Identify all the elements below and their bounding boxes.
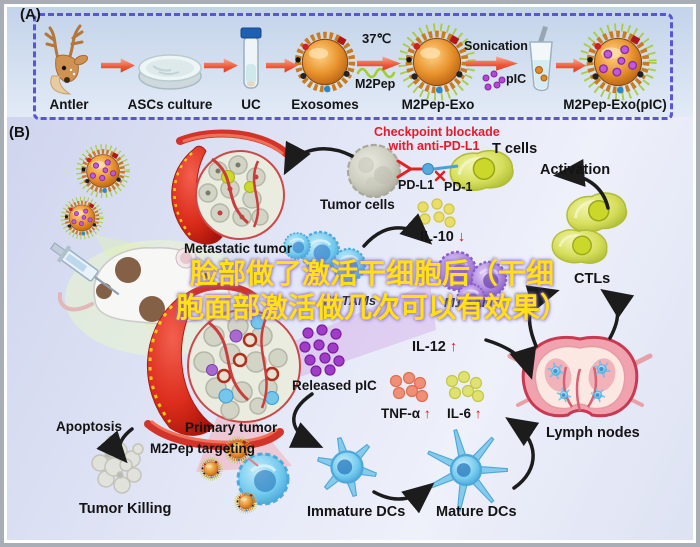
step-label-exosomes: Exosomes [291, 97, 359, 112]
tnf-direction-arrow: ↑ [423, 406, 431, 421]
label-pd-1: PD-1 [444, 180, 473, 194]
watermark-line2: 胞面部激活做几次可以有效果） [176, 291, 569, 324]
watermark-line1: 脸部做了激活干细胞后（干细 [189, 257, 554, 290]
step-label-antler: Antler [49, 97, 89, 112]
il12-name: IL-12 [412, 339, 446, 355]
step-label-m2pep-exo: M2Pep-Exo [401, 97, 475, 112]
label-ctls: CTLs [574, 271, 611, 287]
temp-annotation: 37℃ [362, 31, 392, 46]
panel-b-background [7, 117, 693, 540]
panel-b-tag: (B) [9, 124, 30, 141]
step-label-ascs-culture: ASCs culture [127, 97, 213, 112]
checkpoint-note-line2: with anti-PD-L1 [388, 139, 480, 153]
m2pep-annotation: M2Pep [355, 77, 396, 91]
label-pd-l1: PD-L1 [398, 178, 435, 192]
label-tumor-killing: Tumor Killing [79, 501, 172, 517]
step-label-m2pep-exo-pic: M2Pep-Exo(pIC) [563, 97, 667, 112]
label-primary-tumor: Primary tumor [185, 420, 278, 435]
il6-name: IL-6 [447, 406, 472, 421]
label-released-pic: Released pIC [292, 378, 377, 393]
checkpoint-note-line1: Checkpoint blockade [374, 125, 500, 139]
il10-direction-arrow: ↓ [457, 229, 466, 245]
sonication-annotation: Sonication [464, 39, 528, 53]
panel-a-tag: (A) [20, 6, 41, 23]
il6-direction-arrow: ↑ [474, 406, 482, 421]
label-lymph-nodes: Lymph nodes [546, 425, 640, 441]
step-label-uc: UC [241, 97, 261, 112]
tnf-name: TNF-α [381, 406, 421, 421]
label-apoptosis: Apoptosis [56, 419, 122, 434]
il10-name: IL-10 [420, 229, 454, 245]
label-tumor-cells: Tumor cells [320, 197, 395, 212]
panel-a-dashed-border [33, 13, 673, 120]
label-tnf-alpha: TNF-α ↑ [381, 406, 431, 421]
pic-annotation: pIC [506, 72, 527, 86]
label-t-cells: T cells [492, 141, 538, 157]
label-m2pep-targeting: M2Pep targeting [150, 441, 256, 456]
label-mature-dcs: Mature DCs [436, 504, 517, 520]
watermark: 脸部做了激活干细胞后（干细 胞面部激活做几次可以有效果） [176, 257, 568, 325]
label-il10: IL-10 ↓ [420, 229, 465, 245]
label-m2-tams: M2 TAMs [320, 293, 377, 308]
label-il12: IL-12 ↑ [412, 339, 457, 355]
label-activation: Activation [540, 162, 611, 178]
label-immature-dcs: Immature DCs [307, 504, 406, 520]
label-metastatic-tumor: Metastatic tumor [184, 241, 293, 256]
label-il6: IL-6 ↑ [447, 406, 482, 421]
il12-direction-arrow: ↑ [449, 339, 458, 355]
